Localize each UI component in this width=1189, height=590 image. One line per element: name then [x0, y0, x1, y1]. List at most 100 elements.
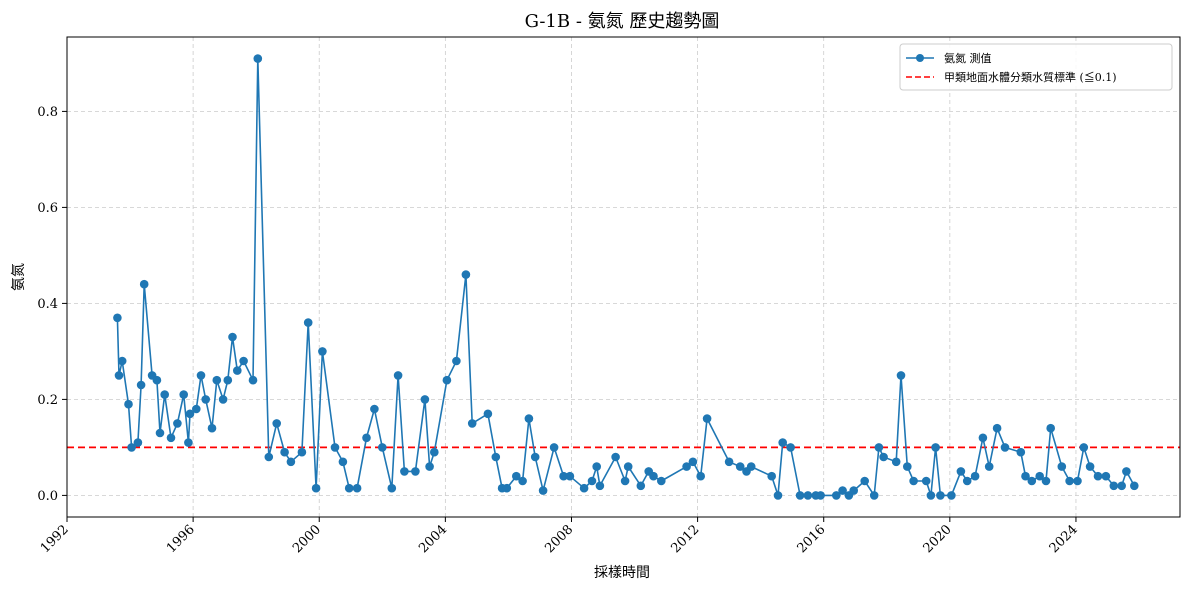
data-point [926, 491, 936, 500]
data-point [611, 452, 620, 462]
data-point [795, 491, 805, 500]
chart-title: G-1B - 氨氮 歷史趨勢圖 [525, 11, 720, 32]
y-axis-ticks: 0.0 0.2 0.4 0.6 0.8 [37, 105, 67, 504]
data-point [139, 279, 149, 289]
data-point [196, 371, 206, 380]
data-point [318, 347, 327, 356]
data-point [152, 375, 162, 385]
data-point [1101, 471, 1111, 481]
data-point [992, 423, 1002, 433]
data-point [1085, 462, 1095, 471]
data-point [352, 483, 362, 493]
data-point [452, 356, 461, 366]
data-point [903, 462, 912, 471]
data-point [239, 356, 248, 366]
data-point [936, 491, 945, 500]
data-point [330, 443, 340, 452]
legend: 氨氮 測值 甲類地面水體分類水質標準 (≦0.1) [899, 43, 1173, 91]
data-point [228, 332, 237, 342]
data-point [370, 404, 379, 414]
data-point [620, 476, 630, 486]
data-point [1079, 443, 1089, 452]
data-point [127, 443, 136, 452]
data-point [344, 483, 354, 493]
data-point [1122, 467, 1131, 476]
data-point [124, 399, 133, 409]
data-point [248, 375, 258, 385]
y-tick-label: 0.8 [37, 105, 58, 120]
data-point [411, 467, 420, 476]
data-point [461, 270, 471, 279]
data-point [1016, 447, 1026, 457]
y-tick-label: 0.6 [37, 201, 58, 216]
data-point [767, 471, 776, 481]
data-point [133, 438, 143, 447]
data-point [579, 483, 589, 493]
data-point [212, 375, 222, 385]
data-point [682, 462, 691, 471]
data-point [430, 447, 439, 457]
data-point [512, 471, 521, 481]
data-point [559, 471, 568, 481]
data-point [956, 467, 966, 476]
data-point [984, 462, 994, 471]
data-point [746, 462, 756, 471]
data-point [970, 471, 980, 481]
data-point [891, 457, 901, 467]
data-point [909, 476, 918, 486]
data-point [491, 452, 501, 462]
data-point [502, 483, 512, 493]
data-point [947, 491, 956, 500]
data-point [524, 414, 534, 423]
data-point [688, 457, 698, 467]
data-point [1093, 471, 1103, 481]
data-point [623, 462, 633, 471]
data-point [778, 438, 787, 447]
data-point [896, 371, 906, 380]
data-point [724, 457, 734, 467]
data-point [207, 423, 217, 433]
data-point [425, 462, 434, 471]
data-point [1073, 476, 1082, 486]
data-point [978, 433, 988, 443]
data-point [1046, 423, 1055, 433]
data-point [218, 395, 228, 404]
data-point [338, 457, 348, 467]
data-point [549, 443, 559, 452]
data-point [160, 390, 169, 399]
data-point [166, 433, 176, 443]
data-point [1109, 481, 1119, 491]
data-point [179, 390, 188, 399]
data-point [869, 491, 879, 500]
data-point [184, 438, 193, 447]
data-point [393, 371, 403, 380]
legend-series-marker [916, 54, 924, 62]
data-point [860, 476, 869, 486]
data-point [253, 54, 263, 63]
data-point [921, 476, 931, 486]
data-point [155, 428, 165, 438]
data-point [280, 447, 289, 457]
data-point [735, 462, 745, 471]
data-point [1000, 443, 1010, 452]
data-point [442, 375, 452, 385]
data-point [565, 471, 575, 481]
data-point [773, 491, 783, 500]
data-point [233, 366, 242, 375]
data-point [874, 443, 884, 452]
data-point [538, 486, 548, 495]
data-point [185, 409, 195, 419]
data-point [931, 443, 940, 452]
data-point [311, 483, 321, 493]
x-axis-title: 採樣時間 [594, 564, 650, 581]
data-point [362, 433, 371, 443]
data-point [223, 375, 233, 385]
data-point [1035, 471, 1044, 481]
data-point [173, 419, 182, 428]
legend-series-label: 氨氮 測值 [944, 51, 992, 65]
data-point [816, 491, 825, 500]
data-point [1057, 462, 1067, 471]
data-point [420, 395, 430, 404]
data-point [1065, 476, 1074, 486]
